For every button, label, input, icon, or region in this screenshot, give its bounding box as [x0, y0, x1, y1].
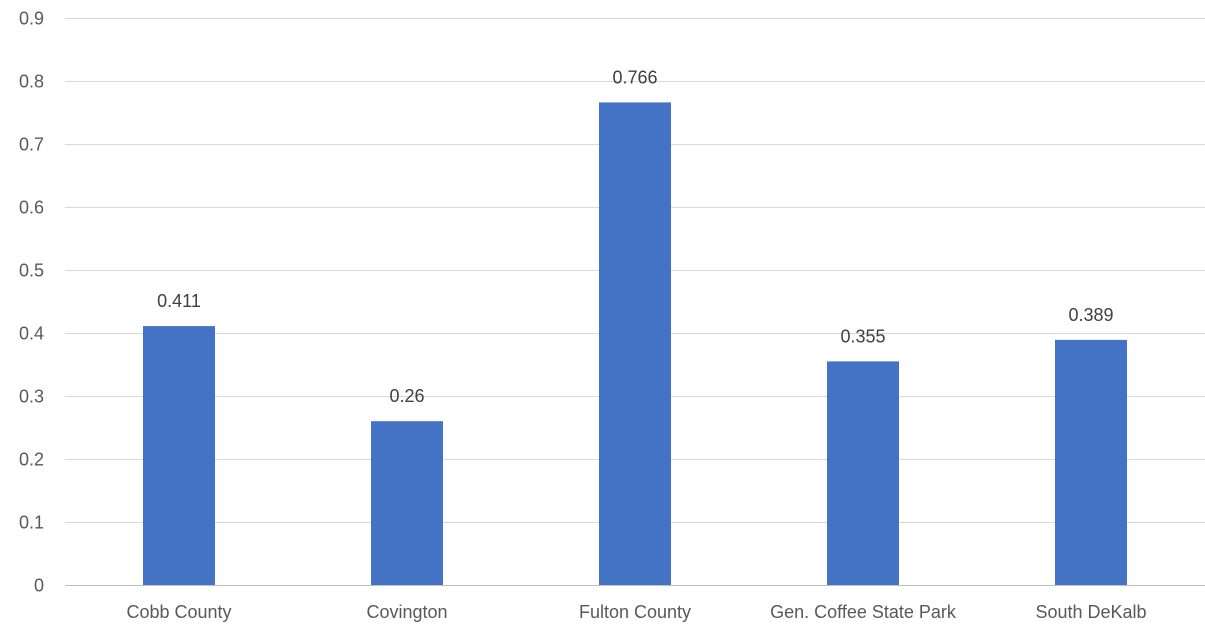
- y-tick-label: 0.9: [19, 9, 44, 29]
- x-tick-label: Covington: [366, 602, 447, 622]
- y-tick-label: 0.2: [19, 450, 44, 470]
- x-tick-label: Fulton County: [579, 602, 691, 622]
- bar-data-label: 0.389: [1068, 305, 1113, 325]
- y-tick-label: 0.3: [19, 387, 44, 407]
- x-tick-label: Gen. Coffee State Park: [770, 602, 957, 622]
- bar: [143, 326, 215, 585]
- bar-data-label: 0.411: [157, 291, 201, 311]
- y-tick-label: 0: [34, 576, 44, 596]
- y-tick-label: 0.4: [19, 324, 44, 344]
- x-tick-label: Cobb County: [126, 602, 231, 622]
- bar: [371, 421, 443, 585]
- bar-data-label: 0.26: [389, 386, 424, 406]
- y-tick-label: 0.6: [19, 198, 44, 218]
- bar: [599, 102, 671, 586]
- bar: [1055, 339, 1127, 585]
- bar-data-label: 0.355: [840, 326, 885, 346]
- y-tick-label: 0.1: [19, 513, 44, 533]
- bar: [827, 361, 899, 585]
- bars: [143, 102, 1127, 586]
- x-tick-label: South DeKalb: [1035, 602, 1146, 622]
- y-axis-ticks: 0 0.1 0.2 0.3 0.4 0.5 0.6 0.7 0.8 0.9: [19, 9, 44, 596]
- y-tick-label: 0.8: [19, 72, 44, 92]
- x-axis-ticks: Cobb County Covington Fulton County Gen. Co…: [126, 602, 1146, 622]
- bar-data-label: 0.766: [612, 67, 657, 87]
- y-tick-label: 0.5: [19, 261, 44, 281]
- y-tick-label: 0.7: [19, 135, 44, 155]
- data-labels: 0.411 0.26 0.766 0.355 0.389: [157, 67, 1113, 406]
